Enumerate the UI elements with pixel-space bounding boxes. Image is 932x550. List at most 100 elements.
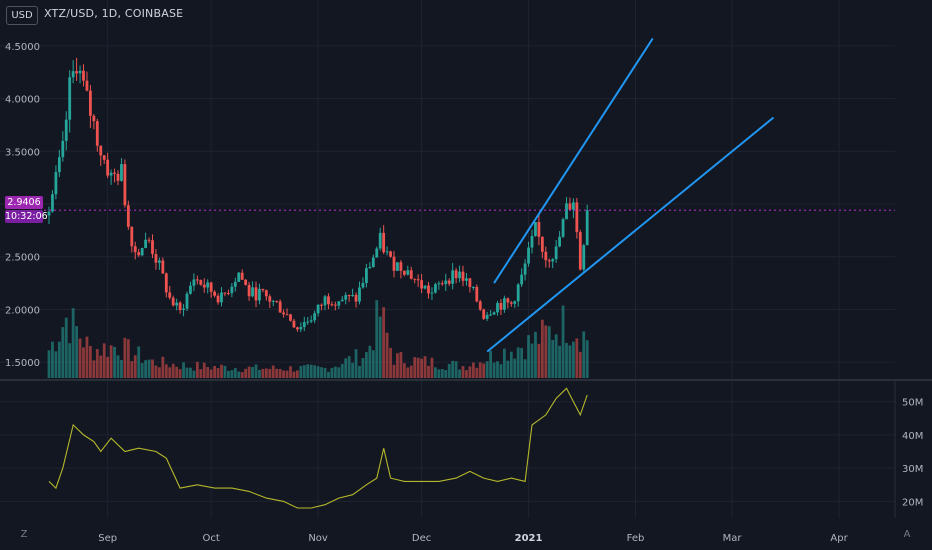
candle-body (444, 280, 448, 285)
volume-bar (61, 327, 65, 378)
candle-body (120, 164, 123, 181)
volume-bar (130, 361, 134, 378)
volume-bar (92, 360, 96, 378)
volume-bar (482, 363, 486, 378)
volume-bar (568, 345, 572, 378)
volume-bar (147, 359, 151, 378)
candle-body (106, 159, 110, 176)
candle-body (220, 292, 223, 303)
volume-bar (123, 337, 127, 378)
x-tick-label: Nov (308, 533, 328, 544)
candle-body (413, 278, 417, 280)
volume-bar (427, 365, 430, 378)
volume-bar (499, 364, 503, 378)
volume-bar (189, 367, 192, 378)
trendline-upper (493, 37, 654, 284)
candle-body (465, 278, 468, 281)
y-tick-label: 1.5000 (5, 358, 40, 369)
candle-body (558, 236, 561, 247)
candle-body (168, 292, 172, 298)
volume-bar (64, 317, 68, 378)
volume-bar (78, 338, 82, 378)
candle-body (213, 291, 216, 296)
currency-button[interactable]: USD (6, 6, 38, 25)
candle-body (171, 297, 175, 306)
candle-body (113, 172, 116, 174)
candle-body (192, 279, 196, 286)
candle-body (178, 302, 182, 311)
volume-bar (513, 358, 517, 378)
volume-bar (347, 356, 351, 378)
volume-bar (278, 368, 282, 378)
candle-body (351, 294, 354, 296)
x-tick-label: Oct (203, 533, 220, 544)
candle-body (271, 300, 275, 302)
candle-body (140, 247, 144, 256)
candle-body (451, 270, 455, 284)
volume-bar (547, 326, 551, 378)
candle-body (92, 115, 96, 122)
candle-body (471, 286, 475, 288)
candle-body (461, 271, 465, 281)
candle-body (161, 260, 165, 274)
indicator-line (48, 387, 588, 509)
volume-bar (213, 365, 216, 378)
volume-bar (144, 360, 147, 378)
candle-body (227, 293, 230, 295)
candle-body (233, 281, 237, 287)
y-tick-label: 2.0000 (5, 305, 40, 316)
volume-bar (399, 351, 403, 378)
candle-body (296, 327, 299, 330)
candle-body (499, 303, 503, 310)
volume-bar (154, 365, 158, 378)
candle-body (230, 286, 234, 294)
candle-body (164, 273, 168, 293)
candle-body (95, 121, 99, 146)
indicator-tick-label: 30M (902, 464, 923, 475)
volume-bar (337, 367, 341, 378)
candle-body (585, 210, 589, 246)
volume-bar (230, 370, 234, 378)
volume-bar (475, 367, 479, 378)
volume-bar (534, 331, 537, 378)
candle-body (485, 314, 489, 319)
candle-body (561, 219, 565, 237)
volume-bar (530, 343, 534, 378)
volume-bar (302, 365, 306, 378)
volume-bar (478, 362, 482, 378)
volume-bar (289, 366, 292, 378)
candle-body (254, 287, 258, 301)
candle-body (306, 321, 310, 323)
volume-bar (120, 359, 123, 378)
candle-body (251, 287, 254, 297)
volume-bar (468, 366, 472, 378)
volume-bar (465, 370, 468, 378)
volume-bar (254, 364, 258, 378)
zoom-mode-button[interactable]: Z (20, 529, 28, 540)
volume-bar (582, 331, 586, 378)
candle-body (402, 270, 406, 275)
candle-body (365, 268, 368, 284)
candle-body (51, 194, 54, 212)
candle-body (61, 140, 65, 158)
candle-body (151, 240, 154, 255)
volume-bar (554, 334, 558, 378)
volume-bar (240, 372, 244, 378)
candle-body (130, 226, 134, 247)
candle-body (299, 327, 303, 330)
candle-body (534, 222, 537, 236)
volume-bar (220, 364, 223, 378)
volume-bar (440, 369, 444, 378)
volume-bar (354, 349, 358, 378)
candle-body (71, 71, 75, 78)
candle-body (454, 270, 458, 279)
auto-scale-button[interactable]: A (903, 529, 911, 540)
x-tick-label: Dec (412, 533, 431, 544)
volume-bar (216, 368, 220, 378)
volume-bar (237, 371, 241, 378)
volume-bar (268, 368, 272, 378)
candle-body (378, 232, 382, 249)
candle-body (340, 299, 344, 302)
candle-body (503, 298, 506, 310)
candle-body (109, 172, 113, 176)
